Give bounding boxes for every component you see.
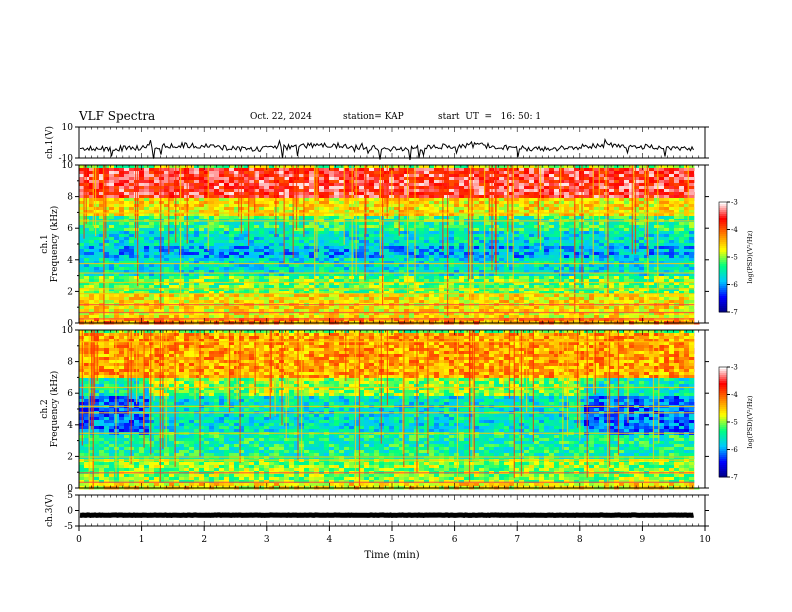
colorbar-1-tick-label: -6 xyxy=(731,281,738,289)
colorbar-2-tick-label: -3 xyxy=(731,364,738,372)
spectrogram-2-ytick-label: 4 xyxy=(67,421,73,431)
waveform-3-ytick-label: -5 xyxy=(64,522,73,532)
xtick-label: 9 xyxy=(640,535,646,545)
spectrogram-1-ytick-label: 0 xyxy=(67,319,73,329)
xtick-label: 8 xyxy=(577,535,583,545)
xtick-label: 10 xyxy=(699,535,711,545)
xtick-label: 2 xyxy=(201,535,207,545)
spectrogram-2-ytick-label: 8 xyxy=(67,358,73,368)
spectrogram-1-ytick-label: 4 xyxy=(67,256,73,266)
waveform-1-ytick-label: -10 xyxy=(59,154,74,164)
colorbar-1 xyxy=(719,202,727,313)
spectrogram-2-ytick-label: 2 xyxy=(67,452,73,462)
spectrogram-1-ytick-label: 8 xyxy=(67,193,73,203)
colorbar-2 xyxy=(719,367,727,478)
spectrogram-1-ylabel: ch.1 xyxy=(40,234,50,253)
colorbar-2-label: log(PSD)(V²/Hz) xyxy=(746,395,754,448)
spectrogram-2-ylabel: Frequency (kHz) xyxy=(49,371,60,448)
xtick-label: 1 xyxy=(139,535,145,545)
spectrogram-1-ytick-label: 6 xyxy=(67,224,73,234)
spectrogram-2-ytick-label: 6 xyxy=(67,389,73,399)
waveform-3-trace xyxy=(79,512,694,518)
colorbar-2-tick-label: -7 xyxy=(731,474,738,482)
colorbar-2-tick-label: -6 xyxy=(731,446,738,454)
xtick-label: 5 xyxy=(389,535,395,545)
spectrogram-2-ytick-label: 10 xyxy=(62,326,74,336)
colorbar-1-tick-label: -4 xyxy=(731,226,738,234)
header-start-time: start UT = 16: 50: 1 xyxy=(438,112,542,122)
spectrogram-1-ytick-label: 10 xyxy=(62,161,74,171)
spectrogram-2-image xyxy=(79,330,705,490)
spectrogram-2-ytick-label: 0 xyxy=(67,484,73,494)
xtick-label: 7 xyxy=(514,535,520,545)
waveform-3-ylabel: ch.3(V) xyxy=(44,494,55,527)
spectrogram-2-ylabel: ch.2 xyxy=(40,399,50,418)
xtick-label: 6 xyxy=(452,535,458,545)
spectrogram-1-ytick-label: 2 xyxy=(67,287,73,297)
header-station: station= KAP xyxy=(343,112,404,122)
waveform-3-ytick-label: 5 xyxy=(67,491,73,501)
colorbar-1-tick-label: -3 xyxy=(731,199,738,207)
spectrogram-1-image xyxy=(79,165,705,325)
x-axis-label: Time (min) xyxy=(364,550,419,561)
waveform-1-trace xyxy=(79,138,694,161)
figure-title: VLF Spectra xyxy=(79,109,156,123)
waveform-1-ylabel: ch.1(V) xyxy=(44,126,55,159)
colorbar-2-tick-label: -4 xyxy=(731,391,738,399)
colorbar-1-tick-label: -7 xyxy=(731,309,738,317)
colorbar-2-tick-label: -5 xyxy=(731,419,738,427)
header-date: Oct. 22, 2024 xyxy=(250,112,312,122)
spectrogram-1-ylabel: Frequency (kHz) xyxy=(49,206,60,283)
waveform-1-ytick-label: 10 xyxy=(62,123,74,133)
waveform-3-ytick-label: 0 xyxy=(67,507,73,517)
xtick-label: 3 xyxy=(264,535,270,545)
xtick-label: 4 xyxy=(327,535,333,545)
colorbar-1-tick-label: -5 xyxy=(731,254,738,262)
xtick-label: 0 xyxy=(76,535,82,545)
colorbar-1-label: log(PSD)(V²/Hz) xyxy=(746,230,754,283)
